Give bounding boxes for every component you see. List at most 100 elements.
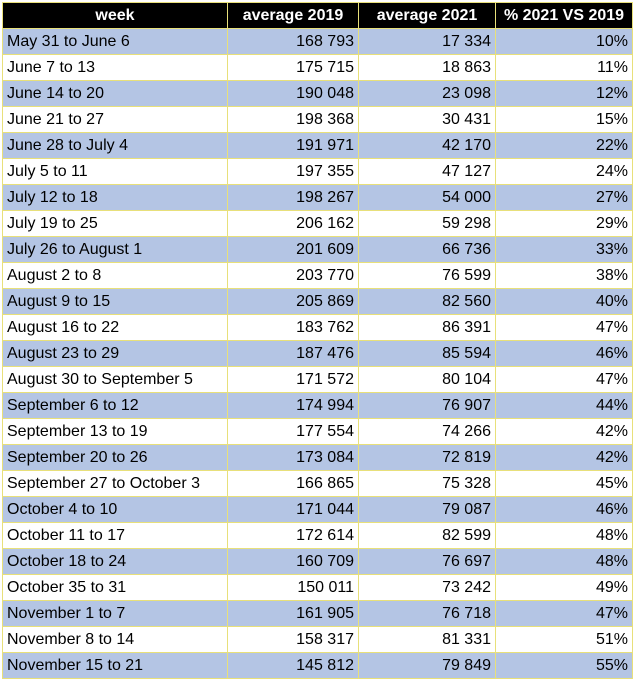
average-2021-cell: 23 098 — [358, 80, 496, 107]
average-2021-cell: 30 431 — [358, 106, 496, 133]
average-2021-cell: 82 560 — [358, 288, 496, 315]
percent-cell: 33% — [495, 236, 633, 263]
percent-cell: 48% — [495, 522, 633, 549]
week-cell: June 28 to July 4 — [2, 132, 228, 159]
average-2019-cell: 191 971 — [227, 132, 359, 159]
week-cell: June 7 to 13 — [2, 54, 228, 81]
table-row: October 4 to 10 171 044 79 087 46% — [2, 496, 633, 523]
average-2019-cell: 203 770 — [227, 262, 359, 289]
average-2019-cell: 145 812 — [227, 652, 359, 679]
week-cell: August 16 to 22 — [2, 314, 228, 341]
week-cell: July 19 to 25 — [2, 210, 228, 237]
header-average-2019: average 2019 — [227, 2, 359, 29]
table-row: June 28 to July 4 191 971 42 170 22% — [2, 132, 633, 159]
header-week: week — [2, 2, 228, 29]
table-body: May 31 to June 6 168 793 17 334 10% June 7 t… — [2, 28, 633, 679]
average-2019-cell: 206 162 — [227, 210, 359, 237]
week-cell: May 31 to June 6 — [2, 28, 228, 55]
average-2019-cell: 161 905 — [227, 600, 359, 627]
average-2019-cell: 177 554 — [227, 418, 359, 445]
percent-cell: 10% — [495, 28, 633, 55]
average-2021-cell: 76 697 — [358, 548, 496, 575]
average-2019-cell: 150 011 — [227, 574, 359, 601]
average-2021-cell: 59 298 — [358, 210, 496, 237]
average-2019-cell: 190 048 — [227, 80, 359, 107]
average-2021-cell: 79 087 — [358, 496, 496, 523]
average-2021-cell: 76 718 — [358, 600, 496, 627]
week-cell: November 1 to 7 — [2, 600, 228, 627]
average-2021-cell: 72 819 — [358, 444, 496, 471]
week-cell: July 12 to 18 — [2, 184, 228, 211]
table-row: August 30 to September 5 171 572 80 104 47% — [2, 366, 633, 393]
table-row: October 35 to 31 150 011 73 242 49% — [2, 574, 633, 601]
table-row: September 6 to 12 174 994 76 907 44% — [2, 392, 633, 419]
week-cell: October 11 to 17 — [2, 522, 228, 549]
percent-cell: 44% — [495, 392, 633, 419]
percent-cell: 48% — [495, 548, 633, 575]
week-cell: October 4 to 10 — [2, 496, 228, 523]
percent-cell: 29% — [495, 210, 633, 237]
average-2019-cell: 175 715 — [227, 54, 359, 81]
percent-cell: 42% — [495, 444, 633, 471]
average-2019-cell: 160 709 — [227, 548, 359, 575]
table-row: June 21 to 27 198 368 30 431 15% — [2, 106, 633, 133]
table-row: August 16 to 22 183 762 86 391 47% — [2, 314, 633, 341]
average-2021-cell: 66 736 — [358, 236, 496, 263]
week-cell: September 13 to 19 — [2, 418, 228, 445]
average-2021-cell: 54 000 — [358, 184, 496, 211]
table-row: July 19 to 25 206 162 59 298 29% — [2, 210, 633, 237]
table-row: October 11 to 17 172 614 82 599 48% — [2, 522, 633, 549]
average-2021-cell: 86 391 — [358, 314, 496, 341]
percent-cell: 45% — [495, 470, 633, 497]
percent-cell: 38% — [495, 262, 633, 289]
average-2019-cell: 174 994 — [227, 392, 359, 419]
table-row: June 7 to 13 175 715 18 863 11% — [2, 54, 633, 81]
average-2019-cell: 173 084 — [227, 444, 359, 471]
average-2021-cell: 47 127 — [358, 158, 496, 185]
average-2021-cell: 73 242 — [358, 574, 496, 601]
percent-cell: 46% — [495, 340, 633, 367]
table-row: July 5 to 11 197 355 47 127 24% — [2, 158, 633, 185]
percent-cell: 47% — [495, 314, 633, 341]
week-cell: July 5 to 11 — [2, 158, 228, 185]
average-2021-cell: 18 863 — [358, 54, 496, 81]
table-row: July 26 to August 1 201 609 66 736 33% — [2, 236, 633, 263]
average-2021-cell: 74 266 — [358, 418, 496, 445]
percent-cell: 51% — [495, 626, 633, 653]
average-2021-cell: 81 331 — [358, 626, 496, 653]
average-2021-cell: 76 907 — [358, 392, 496, 419]
table-row: May 31 to June 6 168 793 17 334 10% — [2, 28, 633, 55]
table-row: November 15 to 21 145 812 79 849 55% — [2, 652, 633, 679]
percent-cell: 46% — [495, 496, 633, 523]
week-cell: September 27 to October 3 — [2, 470, 228, 497]
average-2021-cell: 75 328 — [358, 470, 496, 497]
percent-cell: 42% — [495, 418, 633, 445]
week-cell: June 14 to 20 — [2, 80, 228, 107]
table-row: October 18 to 24 160 709 76 697 48% — [2, 548, 633, 575]
average-2019-cell: 171 572 — [227, 366, 359, 393]
average-2019-cell: 166 865 — [227, 470, 359, 497]
table-row: September 20 to 26 173 084 72 819 42% — [2, 444, 633, 471]
percent-cell: 40% — [495, 288, 633, 315]
week-cell: September 6 to 12 — [2, 392, 228, 419]
table-row: August 2 to 8 203 770 76 599 38% — [2, 262, 633, 289]
average-2019-cell: 183 762 — [227, 314, 359, 341]
table-row: September 27 to October 3 166 865 75 328 45… — [2, 470, 633, 497]
average-2019-cell: 187 476 — [227, 340, 359, 367]
average-2021-cell: 42 170 — [358, 132, 496, 159]
percent-cell: 15% — [495, 106, 633, 133]
table-row: July 12 to 18 198 267 54 000 27% — [2, 184, 633, 211]
average-2019-cell: 158 317 — [227, 626, 359, 653]
percent-cell: 47% — [495, 366, 633, 393]
average-2021-cell: 82 599 — [358, 522, 496, 549]
table-row: November 8 to 14 158 317 81 331 51% — [2, 626, 633, 653]
table-row: August 9 to 15 205 869 82 560 40% — [2, 288, 633, 315]
percent-cell: 24% — [495, 158, 633, 185]
table-header: week average 2019 average 2021 % 2021 VS… — [2, 2, 633, 29]
week-cell: August 23 to 29 — [2, 340, 228, 367]
average-2021-cell: 76 599 — [358, 262, 496, 289]
header-row: week average 2019 average 2021 % 2021 VS… — [2, 2, 633, 29]
table-row: August 23 to 29 187 476 85 594 46% — [2, 340, 633, 367]
week-cell: June 21 to 27 — [2, 106, 228, 133]
week-cell: August 30 to September 5 — [2, 366, 228, 393]
